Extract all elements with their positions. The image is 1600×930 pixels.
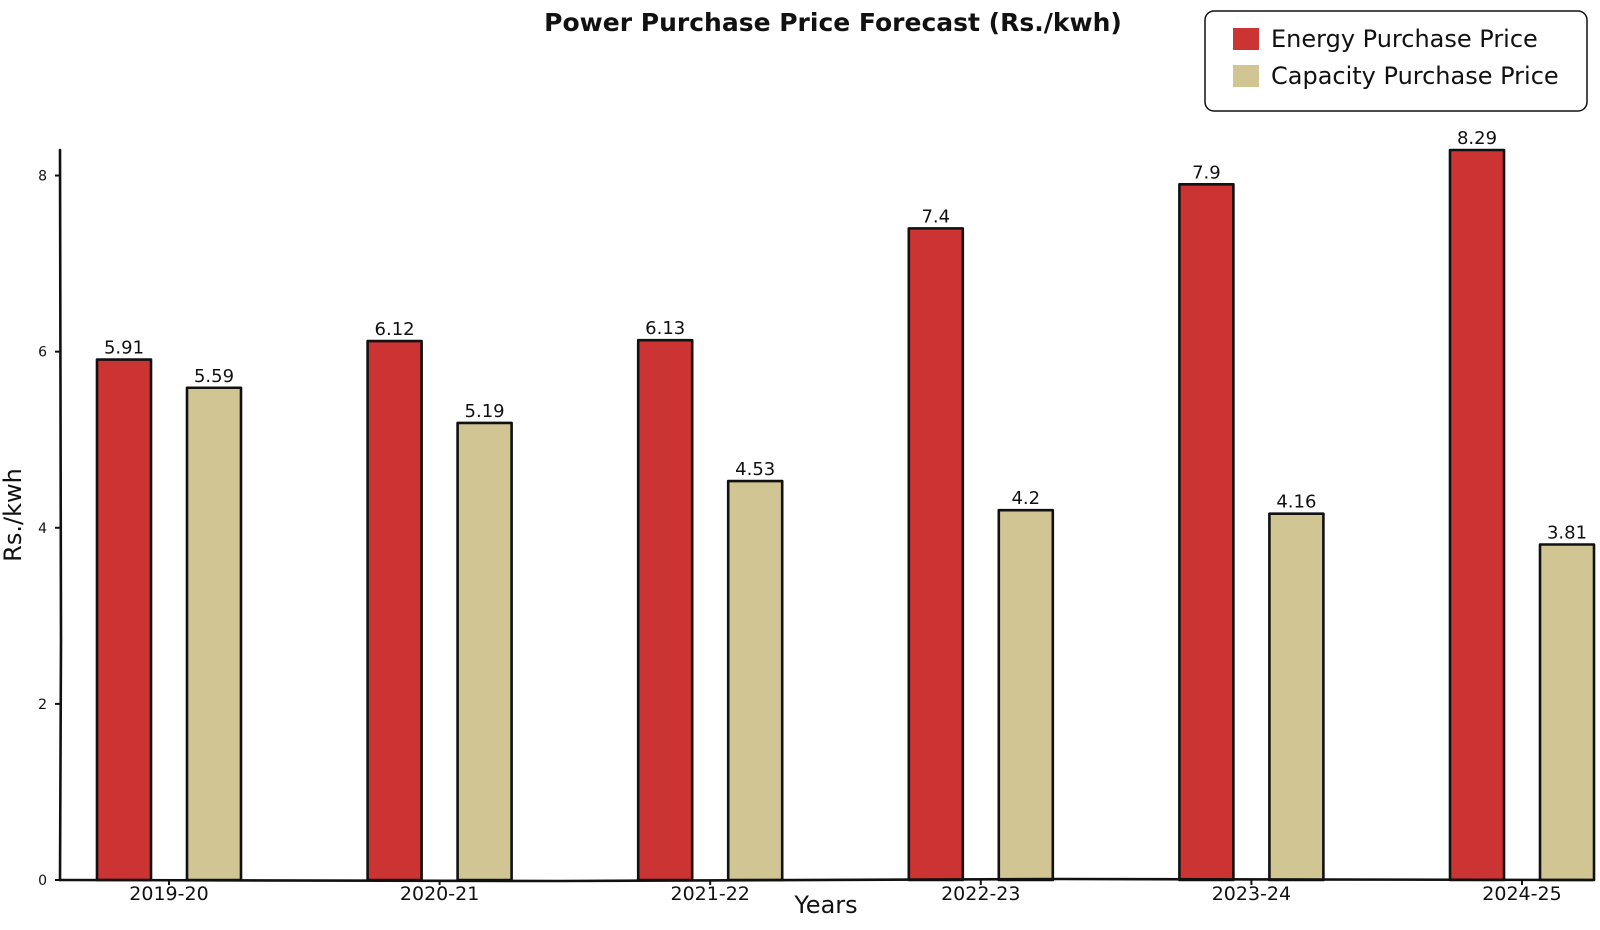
bar-energy-2022-23 [907,227,965,882]
y-tick-label: 4 [38,521,47,537]
bar-energy-2021-22 [636,338,694,882]
data-label: 7.4 [921,206,950,227]
data-label: 4.53 [735,459,775,480]
y-tick-label: 6 [38,345,47,361]
data-label: 8.29 [1457,128,1497,149]
x-tick-label: 2023-24 [1212,883,1291,905]
data-label: 5.19 [465,401,505,422]
bar-capacity-2020-21 [456,421,513,882]
y-tick-label: 8 [38,169,47,185]
bar-energy-2023-24 [1178,183,1235,882]
x-axis-title: Years [793,891,857,919]
legend-label: Energy Purchase Price [1271,25,1538,53]
data-label: 4.2 [1011,488,1040,509]
bar-energy-2019-20 [95,358,153,882]
x-tick-label: 2022-23 [941,883,1020,905]
data-label: 6.13 [645,318,685,339]
bar-capacity-2023-24 [1268,512,1325,882]
legend-swatch [1233,28,1259,50]
x-axis-line [58,877,1594,883]
legend-swatch [1233,65,1259,87]
data-label: 3.81 [1547,522,1587,543]
x-tick-label: 2020-21 [400,883,479,905]
x-tick-label: 2024-25 [1482,883,1561,905]
x-tick-label: 2021-22 [671,883,750,905]
x-tick-label: 2019-20 [129,883,208,905]
y-tick-label: 0 [38,873,47,889]
bar-energy-2024-25 [1448,148,1506,882]
y-axis-line [58,148,63,882]
bar-capacity-2021-22 [726,479,784,882]
data-label: 4.16 [1276,492,1316,513]
data-label: 7.9 [1192,162,1221,183]
bar-capacity-2024-25 [1538,543,1596,882]
chart-title: Power Purchase Price Forecast (Rs./kwh) [544,8,1122,37]
bar-capacity-2022-23 [997,508,1055,882]
legend: Energy Purchase Price Capacity Purchase P… [1204,10,1588,112]
data-label: 6.12 [375,319,415,340]
bar-energy-2020-21 [366,339,423,882]
bar-capacity-2019-20 [185,386,243,882]
legend-frame [1204,10,1588,112]
y-axis-title: Rs./kwh [0,468,27,562]
legend-label: Capacity Purchase Price [1271,62,1559,90]
data-label: 5.59 [194,366,234,387]
data-label: 5.91 [104,338,144,359]
y-tick-label: 2 [38,697,47,713]
plot-area: 5.91 6.12 6.13 7.4 7.9 8.29 5.59 5.19 4.53 4.2 4.1… [38,128,1596,905]
